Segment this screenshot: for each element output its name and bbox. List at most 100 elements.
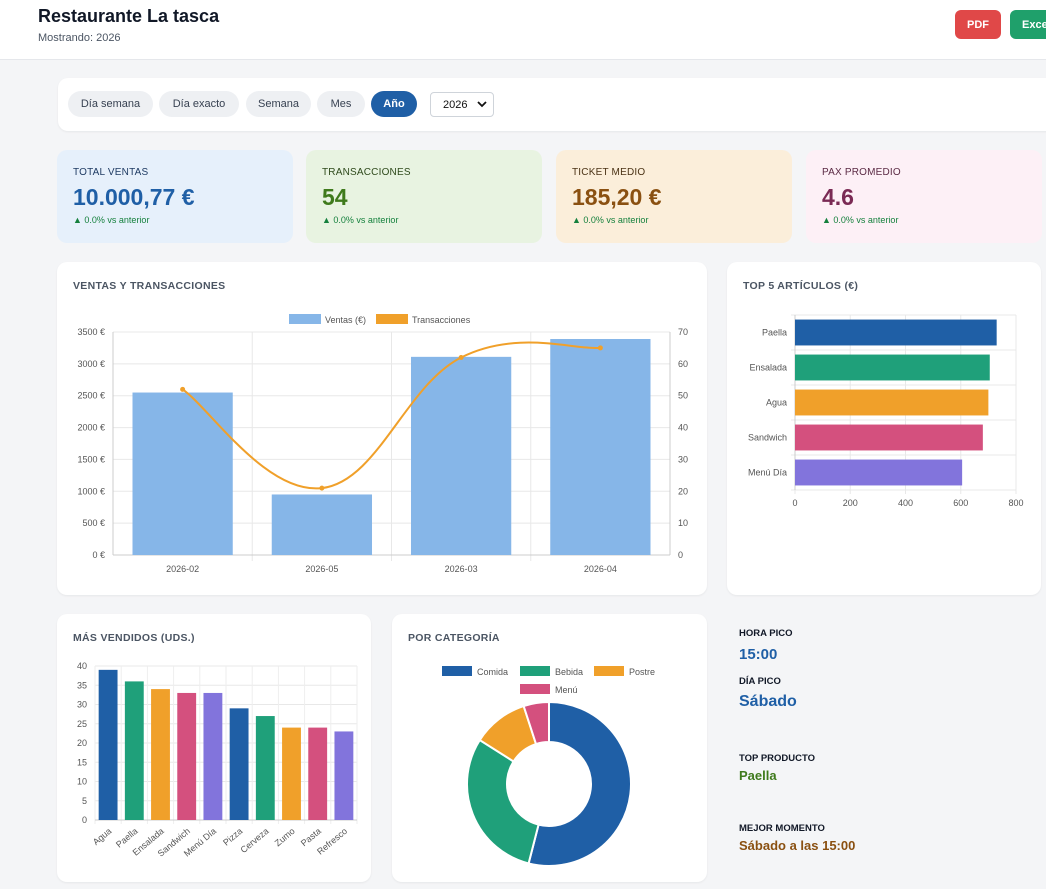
bar-vendidos bbox=[98, 669, 118, 820]
x-tick-label: Agua bbox=[91, 826, 114, 847]
filter-dia-semana[interactable]: Día semana bbox=[68, 91, 153, 117]
ventas-title: VENTAS Y TRANSACCIONES bbox=[73, 280, 226, 292]
kpi-label: TRANSACCIONES bbox=[322, 167, 411, 178]
page-title: Restaurante La tasca bbox=[38, 6, 220, 26]
filter-dia-exacto[interactable]: Día exacto bbox=[159, 91, 239, 117]
top5-chart: 0 200 400 600 800 Paella Ensalada Agua Sandwich M… bbox=[748, 314, 1024, 508]
y-tick-label: Menú Día bbox=[748, 468, 787, 478]
export-excel-button[interactable]: Exce bbox=[1010, 10, 1046, 39]
y-right-tick: 70 bbox=[678, 327, 688, 337]
chevron-down-icon bbox=[477, 99, 487, 111]
bar-vendidos bbox=[282, 727, 301, 820]
line-transacciones bbox=[182, 341, 601, 490]
page-subtitle: Mostrando: 2026 bbox=[38, 32, 121, 44]
bar-vendidos bbox=[203, 692, 223, 820]
bar-top5 bbox=[795, 354, 990, 381]
slice-comida bbox=[527, 700, 632, 867]
y-tick-label: 10 bbox=[77, 777, 87, 787]
y-tick-label: 5 bbox=[82, 796, 87, 806]
x-tick-label: Cerveza bbox=[238, 826, 270, 855]
y-left-tick: 3000 € bbox=[77, 359, 105, 369]
legend-label-transacciones: Transacciones bbox=[412, 315, 471, 325]
legend-label: Menú bbox=[555, 685, 578, 695]
hora-pico-label: HORA PICO bbox=[739, 628, 793, 639]
y-right-tick: 20 bbox=[678, 486, 688, 496]
legend-label-ventas: Ventas (€) bbox=[325, 315, 366, 325]
x-tick-label: 2026-03 bbox=[445, 564, 478, 574]
bar-ventas bbox=[550, 339, 651, 555]
period-filter-bar: Día semana Día exacto Semana Mes Año 202… bbox=[58, 78, 1046, 131]
year-select-value: 2026 bbox=[443, 98, 468, 111]
top5-title: TOP 5 ARTÍCULOS (€) bbox=[743, 280, 859, 292]
hora-pico-value: 15:00 bbox=[739, 646, 778, 663]
y-right-tick: 40 bbox=[678, 423, 688, 433]
bar-top5 bbox=[795, 459, 963, 486]
legend-label: Bebida bbox=[555, 667, 583, 677]
top5-card: TOP 5 ARTÍCULOS (€) 0 200 400 600 800 Paella E… bbox=[727, 262, 1041, 595]
bar-ventas bbox=[132, 392, 233, 555]
y-tick-label: Agua bbox=[766, 398, 787, 408]
y-tick-label: 40 bbox=[77, 661, 87, 671]
point-transacciones bbox=[180, 386, 186, 392]
y-left-tick: 1500 € bbox=[77, 454, 105, 464]
categoria-chart: Comida Bebida Postre Menú bbox=[442, 666, 655, 867]
y-tick-label: 20 bbox=[77, 738, 87, 748]
x-tick-label: 2026-02 bbox=[166, 564, 199, 574]
dia-pico-value: Sábado bbox=[739, 693, 797, 710]
kpi-delta: ▲ 0.0% vs anterior bbox=[572, 215, 649, 225]
point-transacciones bbox=[458, 354, 464, 360]
y-left-tick: 0 € bbox=[92, 550, 105, 560]
kpi-value: 4.6 bbox=[822, 184, 854, 210]
bar-vendidos bbox=[177, 692, 197, 820]
y-left-tick: 1000 € bbox=[77, 486, 105, 496]
kpi-label: TICKET MEDIO bbox=[572, 167, 646, 178]
x-tick-label: 400 bbox=[898, 498, 913, 508]
y-right-tick: 60 bbox=[678, 359, 688, 369]
top-producto-label: TOP PRODUCTO bbox=[739, 753, 816, 764]
bar-vendidos bbox=[124, 681, 144, 820]
mas-vendidos-title: MÁS VENDIDOS (UDS.) bbox=[73, 632, 195, 644]
y-right-tick: 30 bbox=[678, 454, 688, 464]
x-tick-label: 2026-05 bbox=[305, 564, 338, 574]
kpi-value: 185,20 € bbox=[572, 184, 662, 210]
legend-swatch bbox=[442, 666, 472, 676]
x-tick-label: 600 bbox=[953, 498, 968, 508]
bar-top5 bbox=[795, 319, 997, 346]
x-tick-label: 2026-04 bbox=[584, 564, 617, 574]
slice-menú bbox=[522, 700, 550, 746]
legend-label: Comida bbox=[477, 667, 508, 677]
export-pdf-button[interactable]: PDF bbox=[955, 10, 1001, 39]
filter-mes[interactable]: Mes bbox=[317, 91, 365, 117]
x-tick-label: 200 bbox=[843, 498, 858, 508]
y-tick-label: 0 bbox=[82, 815, 87, 825]
kpi-transacciones: TRANSACCIONES 54 ▲ 0.0% vs anterior bbox=[306, 150, 542, 243]
slice-bebida bbox=[466, 738, 540, 865]
bar-ventas bbox=[271, 494, 373, 555]
year-select[interactable]: 2026 bbox=[430, 92, 494, 117]
point-transacciones bbox=[597, 345, 603, 351]
y-tick-label: 30 bbox=[77, 700, 87, 710]
x-tick-label: 800 bbox=[1008, 498, 1023, 508]
kpi-label: TOTAL VENTAS bbox=[73, 167, 149, 178]
bar-vendidos bbox=[151, 689, 170, 820]
legend-swatch bbox=[594, 666, 624, 676]
kpi-label: PAX PROMEDIO bbox=[822, 167, 901, 178]
bar-vendidos bbox=[255, 716, 275, 820]
kpi-total-ventas: TOTAL VENTAS 10.000,77 € ▲ 0.0% vs anter… bbox=[57, 150, 293, 243]
top-bar: Restaurante La tasca Mostrando: 2026 PDF… bbox=[0, 0, 1046, 60]
mejor-momento-value: Sábado a las 15:00 bbox=[739, 838, 856, 853]
legend-swatch-transacciones bbox=[376, 314, 408, 324]
dia-pico-label: DÍA PICO bbox=[739, 676, 781, 687]
legend-swatch bbox=[520, 684, 550, 694]
y-left-tick: 3500 € bbox=[77, 327, 105, 337]
filter-semana[interactable]: Semana bbox=[246, 91, 311, 117]
filter-ano[interactable]: Año bbox=[371, 91, 417, 117]
point-transacciones bbox=[319, 485, 325, 491]
bar-vendidos bbox=[308, 727, 328, 820]
y-tick-label: Ensalada bbox=[749, 363, 787, 373]
categoria-title: POR CATEGORÍA bbox=[408, 632, 500, 644]
bar-ventas bbox=[410, 356, 512, 555]
categoria-card: POR CATEGORÍA Comida Bebida Postre Menú bbox=[392, 614, 707, 882]
legend-label: Postre bbox=[629, 667, 655, 677]
